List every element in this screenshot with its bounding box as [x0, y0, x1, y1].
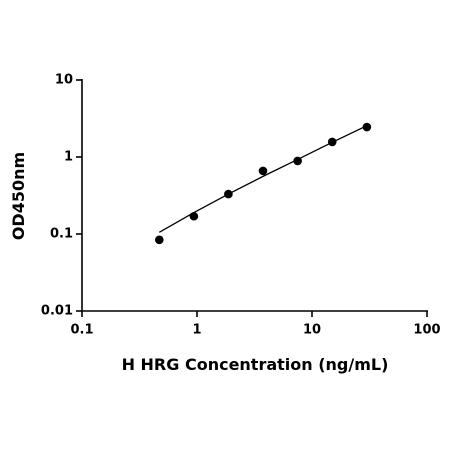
y-tick-label: 10: [55, 73, 73, 88]
data-point: [258, 166, 268, 176]
y-tick-label: 1: [64, 150, 73, 165]
y-tick-label: 0.1: [50, 227, 73, 242]
data-point: [154, 235, 164, 245]
x-tick-label: 1: [192, 323, 201, 338]
x-axis-label: H HRG Concentration (ng/mL): [122, 355, 389, 374]
x-tick-label: 0.1: [70, 323, 93, 338]
data-point: [362, 122, 372, 132]
x-tick-label: 10: [303, 323, 321, 338]
y-axis-label: OD450nm: [9, 152, 28, 240]
y-tick-label: 0.01: [41, 304, 73, 319]
fit-curve: [158, 125, 368, 233]
x-tick-label: 100: [413, 323, 440, 338]
